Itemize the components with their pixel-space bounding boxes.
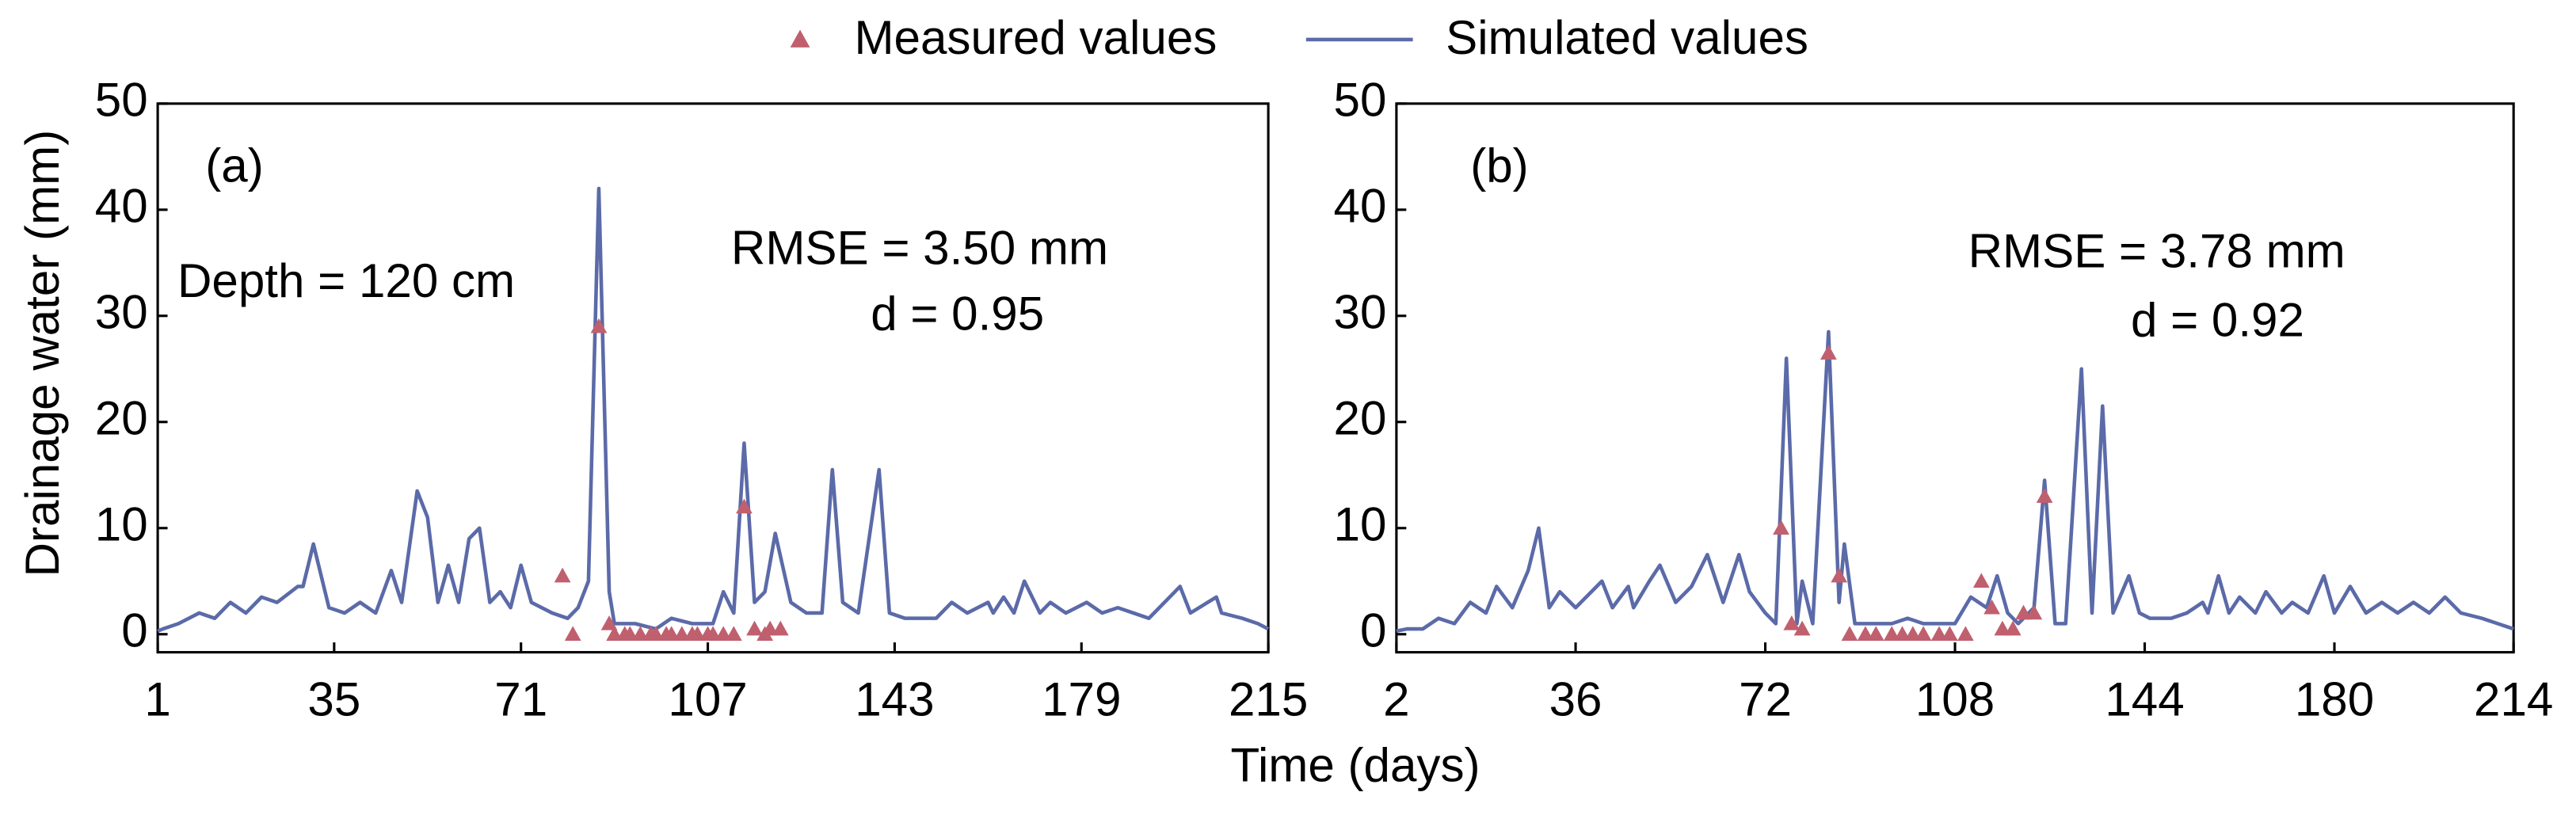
measured-marker	[746, 620, 763, 636]
x-tick-label: 107	[668, 673, 747, 726]
measured-marker	[1994, 620, 2011, 636]
plot-frame	[156, 102, 1270, 654]
measured-marker	[1904, 626, 1922, 642]
measured-marker	[1972, 573, 1990, 588]
measured-marker	[2004, 620, 2022, 636]
x-tick-label: 143	[855, 673, 934, 726]
legend-marker	[790, 29, 810, 48]
y-tick-label: 10	[95, 498, 148, 551]
simulated-line	[157, 186, 1270, 633]
legend-label: Measured values	[854, 11, 1217, 64]
measured-marker	[2025, 604, 2043, 620]
x-tick-label: 35	[307, 673, 360, 726]
y-tick-label: 30	[95, 286, 148, 339]
measured-marker	[2015, 604, 2032, 620]
x-tick-label: 71	[494, 673, 547, 726]
annotation: d = 0.95	[871, 287, 1044, 340]
measured-marker	[632, 626, 649, 642]
x-tick-label: 179	[1042, 673, 1121, 726]
measured-marker	[606, 626, 623, 642]
measured-marker	[1773, 520, 1789, 535]
y-axis-label: Drainage water (mm)	[16, 130, 69, 577]
measured-marker	[1983, 599, 2000, 615]
measured-marker	[1883, 626, 1900, 642]
measured-marker	[1867, 626, 1884, 642]
measured-marker	[590, 318, 608, 333]
y-tick-label: 20	[1334, 392, 1387, 445]
measured-marker	[1894, 626, 1911, 642]
x-tick-label: 215	[1229, 673, 1308, 726]
y-tick-label: 0	[1360, 604, 1386, 657]
annotation: (a)	[205, 139, 263, 192]
measured-marker	[689, 626, 706, 642]
x-tick-label: 108	[1915, 673, 1995, 726]
measured-marker	[772, 620, 789, 636]
annotation: d = 0.92	[2131, 294, 2304, 347]
x-axis-label: Time (days)	[1230, 739, 1480, 792]
y-tick-label: 0	[121, 604, 147, 657]
measured-marker	[1930, 626, 1948, 642]
measured-marker	[600, 615, 618, 630]
y-tick-label: 20	[95, 392, 148, 445]
x-tick-label: 2	[1383, 673, 1409, 726]
legend-label: Simulated values	[1446, 11, 1808, 64]
y-tick-label: 50	[1334, 74, 1387, 127]
measured-marker	[761, 620, 779, 636]
measured-marker	[1820, 345, 1837, 360]
measured-marker	[554, 567, 571, 583]
measured-marker	[564, 626, 581, 642]
annotation: RMSE = 3.50 mm	[731, 221, 1108, 274]
measured-marker	[714, 626, 732, 642]
x-tick-label: 1	[144, 673, 170, 726]
y-tick-label: 40	[95, 180, 148, 233]
measured-marker	[1831, 567, 1848, 583]
y-tick-label: 40	[1334, 180, 1387, 233]
x-tick-label: 36	[1549, 673, 1602, 726]
plot-frame	[1395, 102, 2515, 654]
measured-marker	[736, 498, 753, 514]
measured-marker	[1841, 626, 1858, 642]
measured-marker	[1793, 620, 1811, 636]
y-tick-label: 10	[1334, 498, 1387, 551]
simulated-line	[1396, 329, 2514, 633]
measured-marker	[621, 626, 638, 642]
measured-marker	[704, 626, 722, 642]
x-tick-label: 72	[1739, 673, 1792, 726]
measured-marker	[663, 626, 680, 642]
x-tick-label: 214	[2474, 673, 2553, 726]
annotation: RMSE = 3.78 mm	[1968, 225, 2345, 278]
measured-marker	[647, 626, 665, 642]
measured-marker	[1942, 626, 1958, 642]
y-tick-label: 30	[1334, 286, 1387, 339]
measured-marker	[2036, 488, 2053, 503]
y-tick-label: 50	[95, 74, 148, 127]
measured-marker	[673, 626, 691, 642]
annotation: (b)	[1470, 139, 1528, 192]
measured-marker	[1915, 626, 1932, 642]
x-tick-label: 144	[2105, 673, 2184, 726]
measured-marker	[1783, 615, 1801, 630]
annotation: Depth = 120 cm	[177, 254, 515, 307]
measured-marker	[1957, 626, 1974, 642]
x-tick-label: 180	[2295, 673, 2374, 726]
measured-marker	[1857, 626, 1874, 642]
measured-marker	[725, 626, 742, 642]
